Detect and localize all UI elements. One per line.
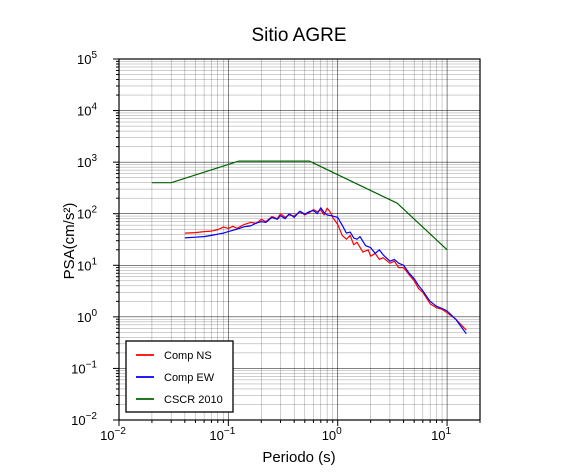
- chart-title: Sitio AGRE: [251, 25, 346, 46]
- plot-border: [118, 58, 481, 421]
- y-tick-label: 103: [77, 153, 97, 170]
- y-tick-label: 100: [77, 308, 97, 325]
- x-tick-label: 10−2: [100, 426, 126, 443]
- legend-label: CSCR 2010: [164, 394, 223, 406]
- y-tick-label: 105: [77, 50, 97, 67]
- x-tick-labels: 10−2 10−1 100 101: [100, 426, 451, 443]
- y-tick-label: 10−2: [71, 411, 97, 428]
- plot-frame: [113, 58, 481, 426]
- legend: Comp NS Comp EW CSCR 2010: [125, 340, 234, 413]
- x-tick-label: 100: [322, 426, 342, 443]
- series-line-comp-ew: [184, 207, 467, 335]
- y-tick-label: 101: [77, 256, 97, 273]
- y-tick-label: 102: [77, 205, 97, 222]
- series-line-comp-ns: [184, 207, 467, 331]
- grid: [118, 58, 481, 421]
- legend-label: Comp EW: [164, 372, 215, 384]
- y-tick-label: 104: [77, 102, 97, 119]
- legend-label: Comp NS: [164, 350, 212, 362]
- series-layer: [151, 160, 467, 335]
- y-axis-label: PSA(cm/s²): [61, 203, 78, 280]
- y-axis-label-group: PSA(cm/s²): [61, 203, 78, 280]
- x-tick-label: 101: [431, 426, 451, 443]
- series-line-cscr-2010: [151, 160, 448, 251]
- y-tick-label: 10−1: [71, 359, 97, 376]
- x-tick-label: 10−1: [209, 426, 235, 443]
- x-axis-label: Periodo (s): [262, 449, 335, 466]
